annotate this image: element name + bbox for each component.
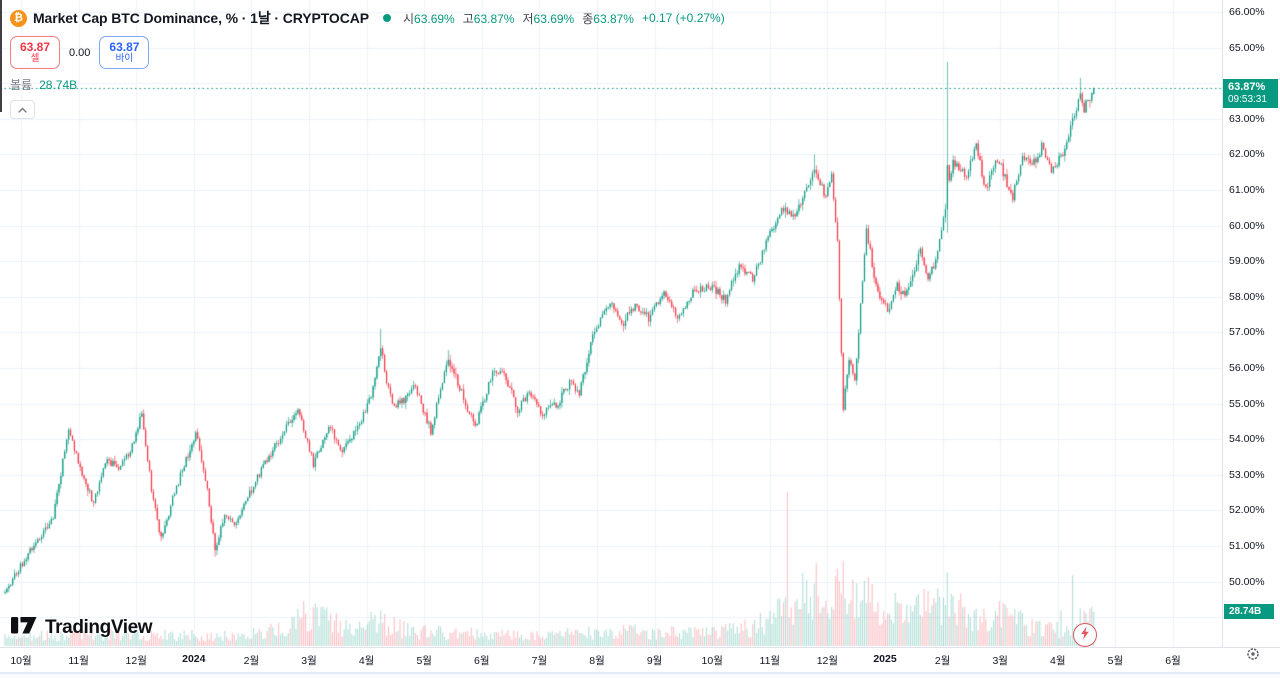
window-bottom-edge [0,671,1280,674]
price-tick-label: 52.00% [1229,504,1265,517]
legend-symbol-row: ₿ Market Cap BTC Dominance, % · 1날 · CRY… [10,8,725,28]
tradingview-logo-text: TradingView [45,617,153,638]
collapse-legend-button[interactable] [10,100,35,119]
time-tick-label: 3월 [992,655,1008,667]
time-tick-label: 8월 [589,655,605,667]
time-tick-label: 4월 [358,655,375,667]
price-tick-label: 53.00% [1229,468,1265,481]
price-scale[interactable]: 63.87% 09:53:31 28.74B 66.00%65.00%64.00… [1222,0,1280,647]
time-scale[interactable]: 10월 11월 12월 2024 2월 3월 4월 5월 6월 7월 8월 9월 10월 11월 12월 20… [0,647,1280,672]
time-tick-label: 12월 [125,655,147,667]
close-value: 63.87% [593,11,634,26]
price-tick-label: 50.00% [1229,575,1265,588]
price-tick-label: 55.00% [1229,397,1265,410]
time-tick-label: 11월 [759,655,781,667]
buy-label: 바이 [115,52,134,64]
time-tick-label: 6월 [1165,655,1181,667]
window-bottom-area [0,674,1280,678]
price-tick-label: 54.00% [1229,433,1265,446]
price-tick-label: 58.00% [1229,290,1265,303]
bar-countdown: 09:53:31 [1228,94,1267,106]
symbol-title[interactable]: Market Cap BTC Dominance, % · 1날 · CRYPT… [33,10,369,26]
price-tick-label: 56.00% [1229,361,1265,374]
price-tick-label: 62.00% [1229,148,1265,161]
volume-row: 볼륨 28.74B [10,76,725,93]
volume-label: 볼륨 [10,78,33,92]
gear-icon [1246,647,1260,666]
time-tick-label: 10월 [10,655,32,667]
open-value: 63.69% [414,11,455,26]
buy-button[interactable]: 63.87 바이 [99,36,150,69]
open-label: 시 [402,11,415,26]
tradingview-mark-icon [11,617,38,639]
bitcoin-icon: ₿ [10,9,27,27]
sell-price: 63.87 [19,40,51,55]
sell-label: 셀 [30,52,40,64]
time-tick-label: 4월 [1050,655,1066,667]
time-scale-settings-button[interactable] [1245,647,1260,666]
time-tick-label: 7월 [531,655,548,667]
spread-value: 0.00 [69,46,91,59]
time-tick-label: 2월 [243,655,260,667]
change-value: +0.17 (+0.27%) [641,11,725,25]
current-price-badge: 63.87% 09:53:31 [1223,79,1278,108]
close-label: 종 [582,11,594,26]
time-tick-label: 10월 [701,655,723,667]
market-status-dot-icon [382,14,391,22]
price-tick-label: 65.00% [1229,41,1265,54]
high-label: 고 [462,11,474,26]
low-label: 저 [522,11,534,26]
current-price-value: 63.87% [1228,81,1266,94]
price-tick-label: 63.00% [1229,112,1265,125]
time-tick-label: 11월 [68,655,89,667]
instant-trading-button[interactable] [1073,623,1097,647]
time-tick-label: 2025 [873,653,897,665]
window-edge [0,0,2,112]
sell-button[interactable]: 63.87 셀 [10,36,60,69]
time-tick-label: 2024 [182,653,206,665]
volume-value: 28.74B [39,77,78,92]
time-tick-label: 2월 [934,655,951,667]
time-tick-label: 5월 [416,655,432,667]
time-tick-label: 6월 [474,655,490,667]
trade-buttons-row: 63.87 셀 0.00 63.87 바이 [10,36,725,69]
chevron-up-icon [18,107,27,113]
price-tick-label: 60.00% [1229,219,1265,232]
current-volume-badge: 28.74B [1224,604,1274,620]
time-tick-label: 12월 [816,655,839,667]
buy-price: 63.87 [109,40,140,55]
chart-legend: ₿ Market Cap BTC Dominance, % · 1날 · CRY… [10,8,725,119]
price-tick-label: 59.00% [1229,255,1265,268]
price-tick-label: 57.00% [1229,326,1265,339]
low-value: 63.69% [533,11,575,26]
lightning-bolt-icon [1079,626,1091,645]
time-tick-label: 3월 [301,655,317,667]
chart-canvas[interactable] [0,0,1222,647]
high-value: 63.87% [473,11,515,26]
price-tick-label: 51.00% [1229,539,1265,552]
tradingview-logo[interactable]: TradingView [11,617,153,639]
time-tick-label: 5월 [1107,655,1124,667]
ohlc-values: 시63.69% 고63.87% 저63.69% 종63.87% +0.17 (+… [403,10,725,27]
price-tick-label: 66.00% [1229,6,1265,18]
price-tick-label: 61.00% [1229,183,1265,196]
time-tick-label: 9월 [646,655,663,667]
